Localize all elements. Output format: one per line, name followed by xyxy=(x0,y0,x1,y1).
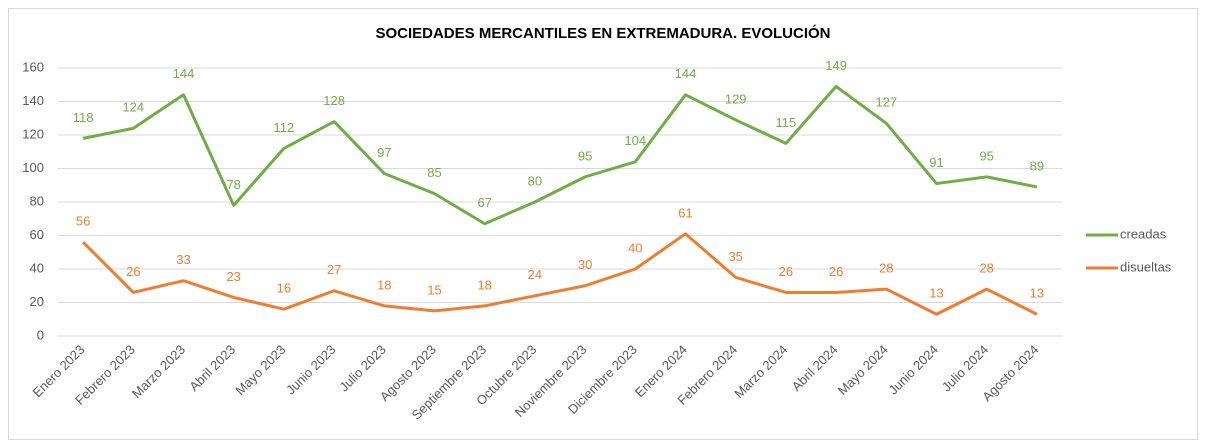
data-label: 26 xyxy=(126,264,140,279)
data-label: 13 xyxy=(1030,286,1044,301)
y-tick-label: 20 xyxy=(30,294,44,309)
data-label: 15 xyxy=(427,282,441,297)
y-tick-label: 160 xyxy=(22,59,44,74)
data-label: 28 xyxy=(979,261,993,276)
data-label: 26 xyxy=(829,264,843,279)
data-label: 13 xyxy=(929,286,943,301)
data-label: 85 xyxy=(427,165,441,180)
data-label: 18 xyxy=(377,277,391,292)
y-tick-label: 40 xyxy=(30,260,44,275)
legend-label: creadas xyxy=(1120,226,1167,241)
data-label: 129 xyxy=(725,91,747,106)
data-label: 149 xyxy=(825,58,847,73)
data-label: 24 xyxy=(528,267,542,282)
data-label: 118 xyxy=(73,110,94,125)
data-label: 56 xyxy=(76,214,90,229)
y-tick-label: 100 xyxy=(22,160,44,175)
data-label: 61 xyxy=(678,205,692,220)
data-label: 67 xyxy=(477,195,491,210)
data-label: 16 xyxy=(277,281,291,296)
data-label: 18 xyxy=(477,277,491,292)
data-label: 28 xyxy=(879,261,893,276)
data-label: 95 xyxy=(578,148,592,163)
data-label: 144 xyxy=(173,66,195,81)
data-label: 89 xyxy=(1030,158,1044,173)
chart-title: SOCIEDADES MERCANTILES EN EXTREMADURA. E… xyxy=(375,24,830,42)
data-label: 95 xyxy=(979,148,993,163)
data-label: 23 xyxy=(226,269,240,284)
data-label: 112 xyxy=(274,120,295,135)
series-line xyxy=(82,232,1038,316)
y-tick-label: 120 xyxy=(22,126,44,141)
data-label: 78 xyxy=(226,177,240,192)
data-label: 124 xyxy=(122,100,144,115)
data-label: 97 xyxy=(377,145,391,160)
data-label: 115 xyxy=(776,115,797,130)
data-label: 128 xyxy=(323,93,345,108)
data-label: 26 xyxy=(779,264,793,279)
data-label: 33 xyxy=(176,252,190,267)
y-tick-label: 0 xyxy=(37,327,44,342)
y-tick-label: 60 xyxy=(30,227,44,242)
y-tick-label: 140 xyxy=(22,93,44,108)
legend-label: disueltas xyxy=(1120,259,1172,274)
series-line xyxy=(82,84,1038,226)
data-label: 30 xyxy=(578,257,592,272)
data-label: 127 xyxy=(875,95,897,110)
data-label: 80 xyxy=(528,173,542,188)
data-label: 104 xyxy=(624,133,646,148)
data-label: 40 xyxy=(628,240,642,255)
data-label: 144 xyxy=(675,66,697,81)
chart-border xyxy=(8,8,1198,440)
data-label: 35 xyxy=(728,249,742,264)
data-label: 27 xyxy=(327,262,341,277)
y-tick-label: 80 xyxy=(30,193,44,208)
data-label: 91 xyxy=(929,155,943,170)
